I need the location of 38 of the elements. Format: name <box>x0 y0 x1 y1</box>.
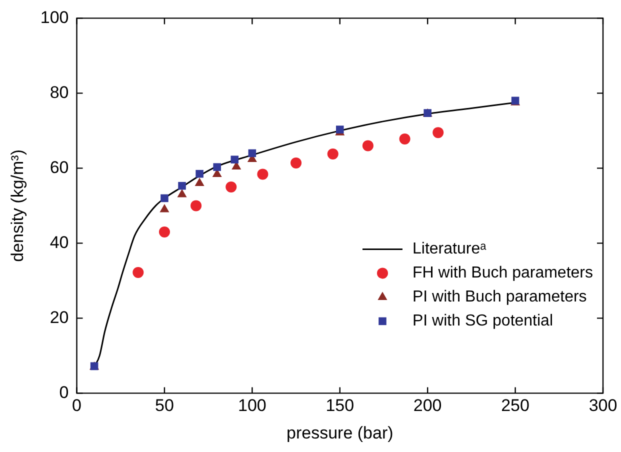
y-tick-label: 60 <box>50 158 69 177</box>
point <box>432 127 444 138</box>
x-tick-label: 250 <box>501 396 530 416</box>
point <box>132 266 144 278</box>
y-axis-title: density (kg/m³) <box>8 149 27 262</box>
point <box>194 178 204 186</box>
x-tick-label: 200 <box>413 396 442 416</box>
point <box>399 133 410 144</box>
y-tick-label: 100 <box>40 8 69 27</box>
point <box>160 204 170 212</box>
point <box>257 168 268 180</box>
x-tick-label: 100 <box>238 396 266 416</box>
point <box>160 194 168 202</box>
point <box>230 156 239 164</box>
point <box>248 149 256 158</box>
point <box>190 200 202 212</box>
point <box>327 148 338 160</box>
y-tick-label: 40 <box>50 232 69 252</box>
y-tick-label: 20 <box>50 308 69 327</box>
y-tick-label: 0 <box>59 382 69 402</box>
legend-label: Literatureᵃ <box>412 240 488 258</box>
legend-label: FH with Buch parameters <box>412 264 594 282</box>
point <box>290 157 302 168</box>
point <box>362 140 374 152</box>
x-tick-label: 50 <box>155 396 174 416</box>
point <box>213 163 221 171</box>
x-axis-title: pressure (bar) <box>286 423 394 442</box>
x-tick-label: 150 <box>326 396 354 416</box>
point <box>178 182 186 190</box>
x-tick-label: 300 <box>588 396 618 416</box>
y-tick-label: 80 <box>50 82 69 102</box>
point <box>226 181 237 192</box>
point <box>196 170 204 178</box>
point <box>177 188 187 198</box>
legend-label: PI with Buch parameters <box>412 288 587 306</box>
point <box>158 226 170 238</box>
x-tick-label: 0 <box>72 396 82 416</box>
legend-label: PI with SG potential <box>412 312 554 330</box>
